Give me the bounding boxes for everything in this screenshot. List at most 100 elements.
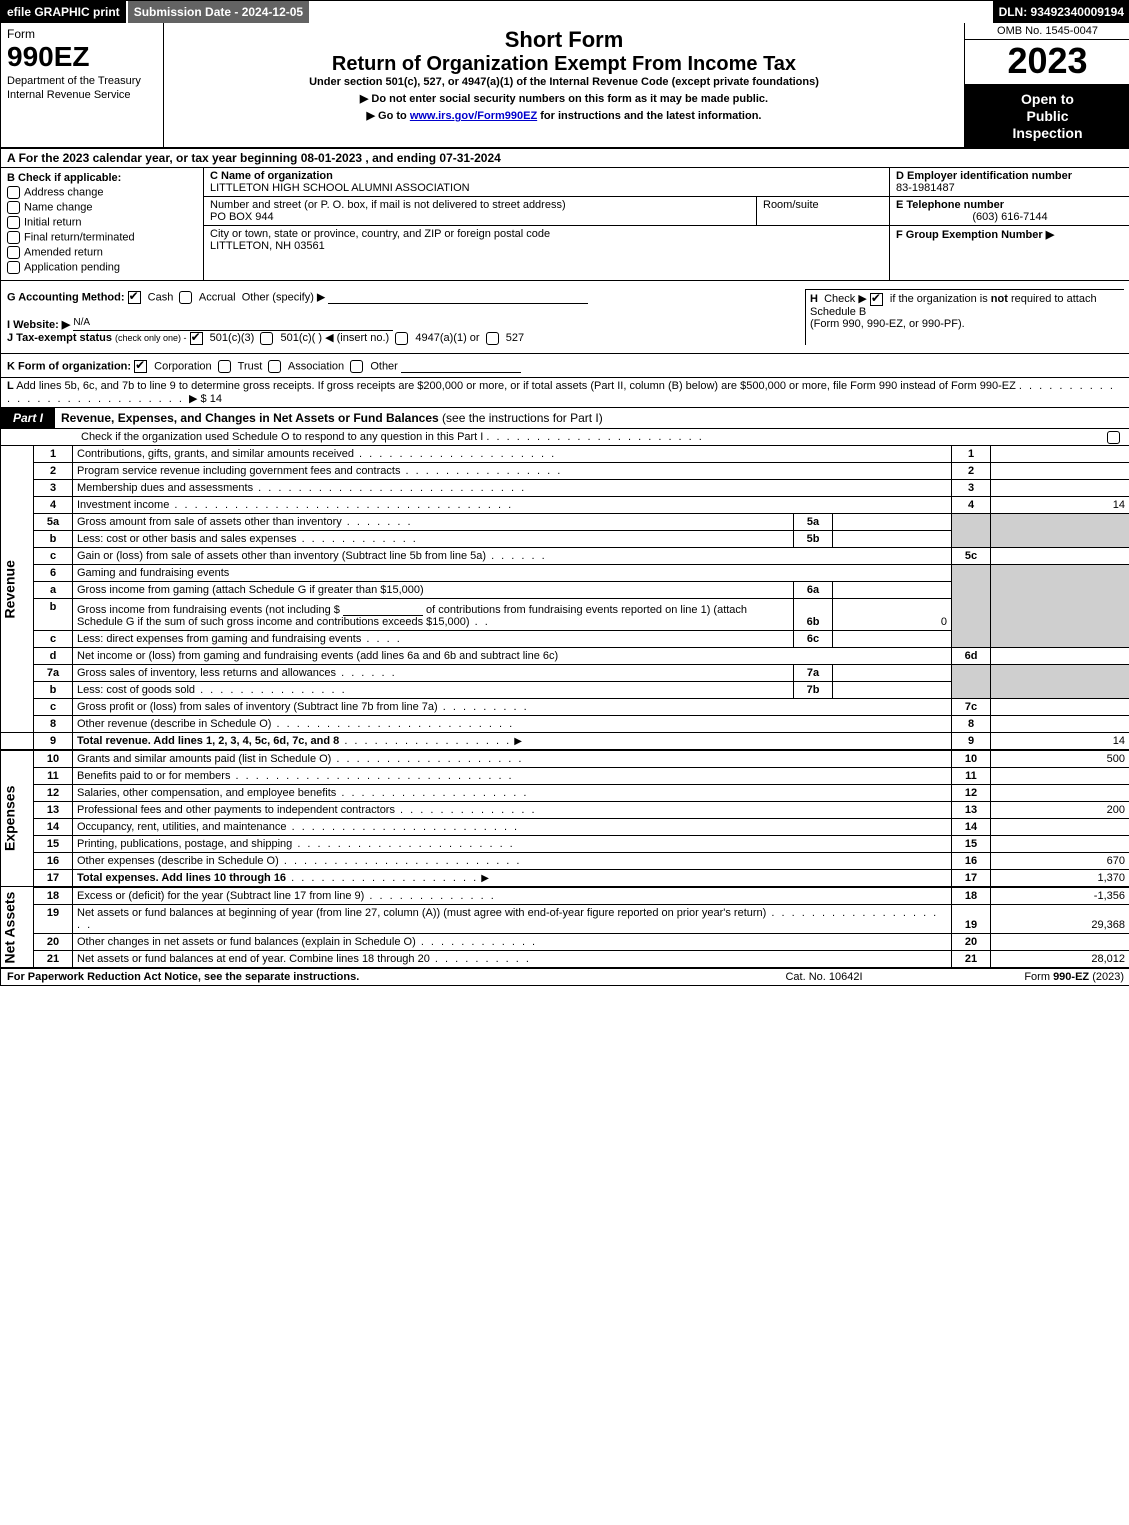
line-15-text: Printing, publications, postage, and shi… [77, 838, 292, 850]
line-8-value [991, 715, 1129, 732]
line-7b-subbox: 7b [794, 681, 833, 698]
goto-prefix: ▶ Go to [367, 110, 410, 122]
footer-mid: Cat. No. 10642I [724, 971, 924, 983]
l-label: L [7, 380, 14, 392]
line-9-arrow: ▶ [514, 736, 522, 747]
line-18-num: 18 [34, 887, 73, 905]
checkbox-501c[interactable] [260, 332, 273, 345]
line-12-num: 12 [34, 784, 73, 801]
line-1-value [991, 446, 1129, 463]
line-20-box: 20 [952, 933, 991, 950]
footer-right-form: 990-EZ [1053, 971, 1089, 983]
line-7b-text: Less: cost of goods sold [77, 684, 195, 696]
checkbox-initial-return[interactable] [7, 216, 20, 229]
checkbox-accrual[interactable] [179, 291, 192, 304]
line-9-num: 9 [34, 732, 73, 750]
checkbox-final-return[interactable] [7, 231, 20, 244]
checkbox-other-org[interactable] [350, 360, 363, 373]
checkbox-cash[interactable] [128, 291, 141, 304]
line-11-value [991, 767, 1129, 784]
part-i-title: Revenue, Expenses, and Changes in Net As… [61, 411, 439, 425]
line-6b-text1: Gross income from fundraising events (no… [77, 604, 340, 616]
line-13-text: Professional fees and other payments to … [77, 804, 395, 816]
line-4-num: 4 [34, 496, 73, 513]
website-field[interactable]: N/A [73, 316, 393, 331]
warning-line: ▶ Do not enter social security numbers o… [170, 92, 958, 105]
line-2-num: 2 [34, 462, 73, 479]
l-arrow: ▶ $ [189, 393, 207, 405]
line-6a-text: Gross income from gaming (attach Schedul… [77, 584, 424, 596]
section-a-text: For the 2023 calendar year, or tax year … [19, 151, 501, 165]
g-label: G Accounting Method: [7, 292, 125, 304]
line-19-text: Net assets or fund balances at beginning… [77, 907, 766, 919]
checkbox-4947[interactable] [395, 332, 408, 345]
checkbox-501c3[interactable] [190, 332, 203, 345]
checkbox-name-change[interactable] [7, 201, 20, 214]
line-6a-subval [833, 581, 952, 598]
line-5c-box: 5c [952, 547, 991, 564]
line-4-box: 4 [952, 496, 991, 513]
line-6d-text: Net income or (loss) from gaming and fun… [77, 650, 558, 662]
k-label: K Form of organization: [7, 360, 131, 372]
checkbox-h[interactable] [870, 293, 883, 306]
h-text2: if the organization is [890, 293, 991, 305]
line-6d-num: d [34, 647, 73, 664]
line-20-num: 20 [34, 933, 73, 950]
section-k: K Form of organization: Corporation Trus… [1, 354, 1129, 378]
line-17-box: 17 [952, 869, 991, 887]
dln-label: DLN: 93492340009194 [993, 1, 1129, 23]
shade-7 [952, 664, 991, 698]
line-14-value [991, 818, 1129, 835]
g-other-field[interactable] [328, 289, 588, 304]
checkbox-schedule-o-part-i[interactable] [1107, 431, 1120, 444]
section-b: B Check if applicable: Address change Na… [1, 168, 204, 280]
h-text1: Check ▶ [824, 293, 867, 305]
line-19-box: 19 [952, 904, 991, 933]
checkbox-corporation[interactable] [134, 360, 147, 373]
line-15-value [991, 835, 1129, 852]
line-7b-num: b [34, 681, 73, 698]
open-to-public-badge: Open to Public Inspection [965, 85, 1129, 147]
line-7c-text: Gross profit or (loss) from sales of inv… [77, 701, 438, 713]
line-6-text: Gaming and fundraising events [73, 564, 952, 581]
line-5a-subbox: 5a [794, 513, 833, 530]
line-5c-num: c [34, 547, 73, 564]
b-item-4: Amended return [24, 247, 103, 259]
line-6b-blank[interactable] [343, 601, 423, 616]
h-not: not [991, 293, 1008, 305]
line-16-text: Other expenses (describe in Schedule O) [77, 855, 279, 867]
checkbox-address-change[interactable] [7, 186, 20, 199]
line-21-value: 28,012 [991, 950, 1129, 967]
line-6c-text: Less: direct expenses from gaming and fu… [77, 633, 361, 645]
shade-7v [991, 664, 1129, 698]
checkbox-527[interactable] [486, 332, 499, 345]
line-2-text: Program service revenue including govern… [77, 465, 400, 477]
open-line-1: Open to [1021, 91, 1074, 107]
part-i-tab: Part I [1, 408, 55, 428]
line-15-box: 15 [952, 835, 991, 852]
b-item-5: Application pending [24, 262, 120, 274]
line-19-num: 19 [34, 904, 73, 933]
line-5b-subval [833, 530, 952, 547]
line-1-text: Contributions, gifts, grants, and simila… [77, 448, 354, 460]
line-10-num: 10 [34, 750, 73, 768]
e-label: E Telephone number [896, 199, 1124, 211]
checkbox-application-pending[interactable] [7, 261, 20, 274]
line-13-value: 200 [991, 801, 1129, 818]
g-cash: Cash [148, 292, 174, 304]
line-4-value: 14 [991, 496, 1129, 513]
checkbox-amended-return[interactable] [7, 246, 20, 259]
part-i-sub-text: Check if the organization used Schedule … [81, 431, 483, 443]
b-item-3: Final return/terminated [24, 232, 135, 244]
line-21-box: 21 [952, 950, 991, 967]
line-8-box: 8 [952, 715, 991, 732]
checkbox-trust[interactable] [218, 360, 231, 373]
goto-line: ▶ Go to www.irs.gov/Form990EZ for instru… [170, 109, 958, 122]
k-o2: Trust [238, 360, 263, 372]
checkbox-association[interactable] [268, 360, 281, 373]
form-number: 990EZ [7, 41, 157, 73]
ein-value: 83-1981487 [896, 182, 1124, 194]
k-other-field[interactable] [401, 358, 521, 373]
line-11-num: 11 [34, 767, 73, 784]
irs-link[interactable]: www.irs.gov/Form990EZ [410, 110, 537, 122]
